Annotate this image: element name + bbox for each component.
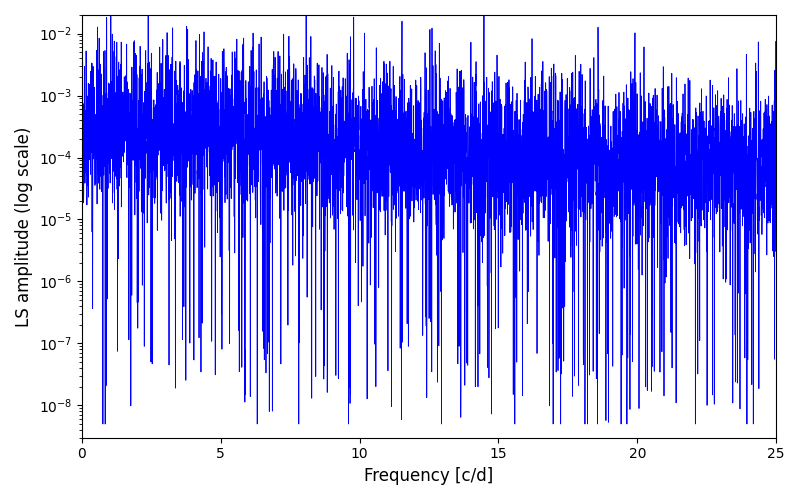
Y-axis label: LS amplitude (log scale): LS amplitude (log scale) [15,126,33,326]
X-axis label: Frequency [c/d]: Frequency [c/d] [364,467,494,485]
